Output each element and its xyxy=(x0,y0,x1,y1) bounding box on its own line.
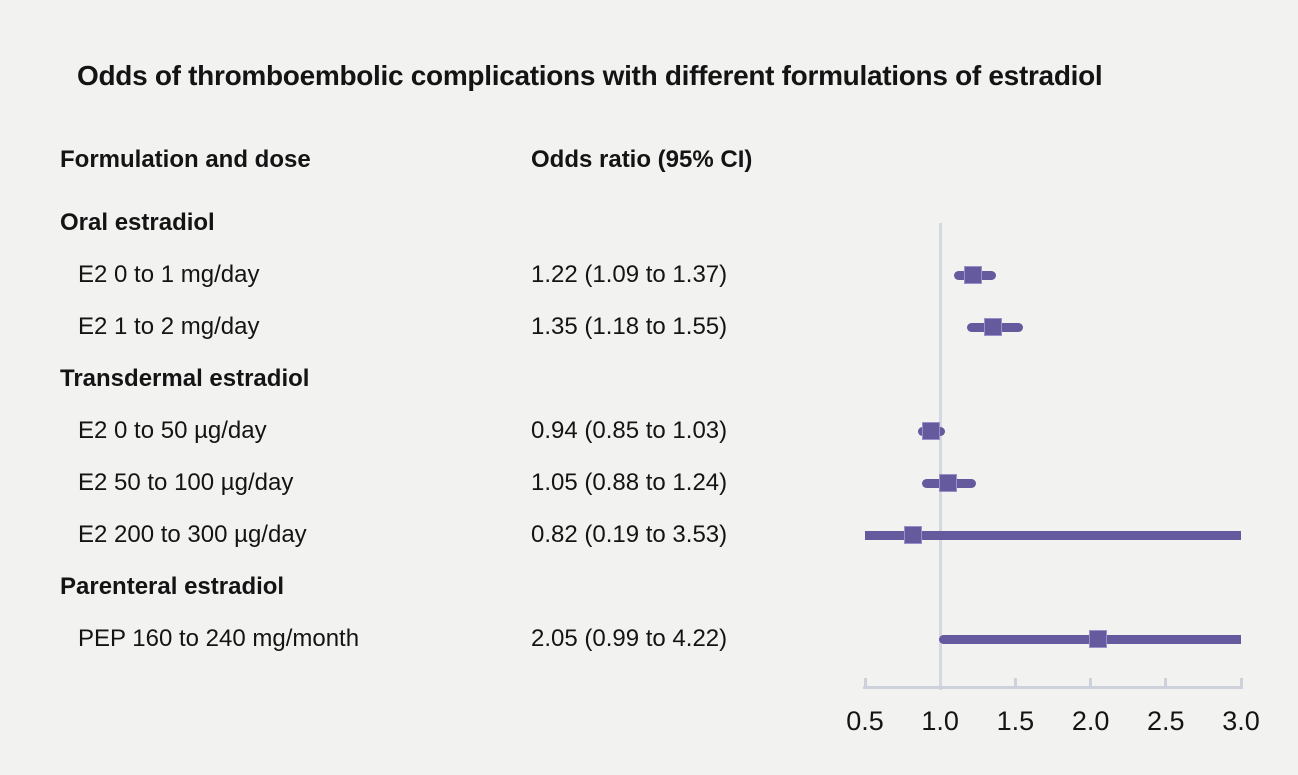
x-axis-tick xyxy=(863,678,867,689)
x-axis-tick-label: 3.0 xyxy=(1222,706,1260,736)
row-label: E2 50 to 100 µg/day xyxy=(78,469,294,496)
or-marker xyxy=(1089,630,1108,648)
reference-line xyxy=(938,223,942,690)
row-or-value: 1.35 (1.18 to 1.55) xyxy=(531,313,728,340)
x-axis-tick xyxy=(1164,678,1168,689)
row-or-value: 1.05 (0.88 to 1.24) xyxy=(531,469,728,496)
or-marker xyxy=(904,526,923,544)
or-marker xyxy=(964,266,983,284)
group-label: Oral estradiol xyxy=(60,209,215,236)
row-label: E2 200 to 300 µg/day xyxy=(78,521,307,548)
or-marker xyxy=(938,474,957,492)
x-axis-tick-label: 2.5 xyxy=(1147,706,1185,736)
row-label: E2 0 to 50 µg/day xyxy=(78,417,267,444)
column-header-odds-ratio: Odds ratio (95% CI) xyxy=(531,146,753,173)
chart-title: Odds of thromboembolic complications wit… xyxy=(77,60,1103,91)
group-label: Parenteral estradiol xyxy=(60,573,285,600)
row-or-value: 0.82 (0.19 to 3.53) xyxy=(531,521,728,548)
x-axis-tick-label: 1.5 xyxy=(996,706,1035,736)
ci-line xyxy=(865,530,1241,540)
row-label: PEP 160 to 240 mg/month xyxy=(78,625,360,652)
column-header-formulation: Formulation and dose xyxy=(60,146,311,173)
row-label: E2 0 to 1 mg/day xyxy=(78,261,260,288)
row-or-value: 0.94 (0.85 to 1.03) xyxy=(531,417,728,444)
x-axis-tick-label: 0.5 xyxy=(846,706,884,736)
x-axis-tick xyxy=(1089,678,1093,689)
x-axis-tick xyxy=(1013,678,1017,689)
x-axis-tick-label: 1.0 xyxy=(921,706,959,736)
or-marker xyxy=(983,318,1002,336)
row-label: E2 1 to 2 mg/day xyxy=(78,313,260,340)
or-marker xyxy=(922,422,941,440)
row-or-value: 1.22 (1.09 to 1.37) xyxy=(531,261,728,288)
x-axis-tick-label: 2.0 xyxy=(1071,706,1110,736)
row-or-value: 2.05 (0.99 to 4.22) xyxy=(531,625,728,652)
x-axis-line xyxy=(863,686,1243,689)
x-axis-tick xyxy=(1239,678,1243,689)
group-label: Transdermal estradiol xyxy=(60,365,310,392)
